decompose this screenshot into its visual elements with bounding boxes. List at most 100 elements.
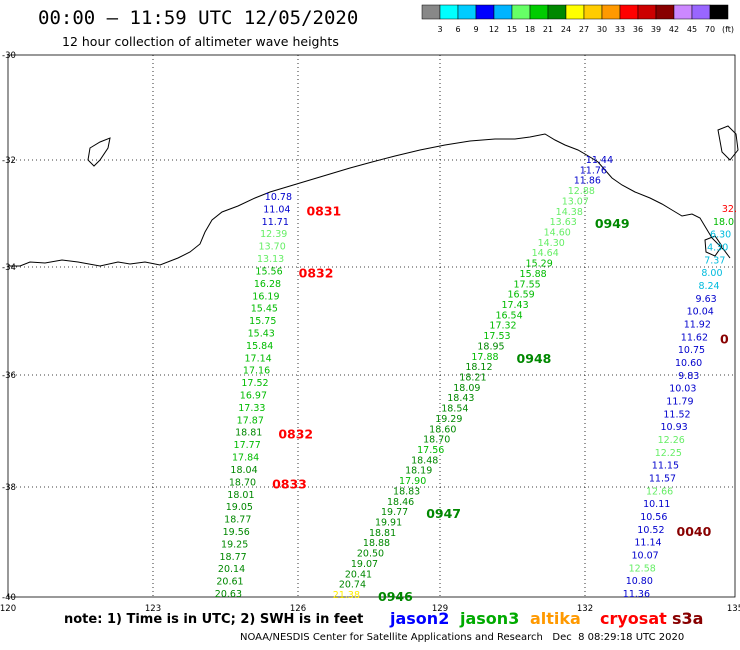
pass-time-label: 0948 bbox=[517, 351, 552, 366]
map-title: 00:00 – 11:59 UTC 12/05/2020 bbox=[38, 7, 359, 29]
wave-height-value: 18.70 bbox=[229, 477, 256, 488]
wave-height-value: 20.63 bbox=[215, 589, 242, 600]
colorbar-label: 18 bbox=[525, 25, 535, 34]
wave-height-value: 14.30 bbox=[538, 238, 565, 249]
wave-height-value: 10.11 bbox=[643, 499, 670, 510]
wave-height-value: 19.05 bbox=[226, 502, 253, 513]
wave-height-value: 15.75 bbox=[249, 316, 276, 327]
colorbar-swatch bbox=[529, 4, 549, 20]
wave-height-value: 11.92 bbox=[684, 320, 711, 331]
wave-height-value: 18.48 bbox=[411, 455, 438, 466]
wave-height-value: 13.70 bbox=[259, 242, 286, 253]
wave-height-value: 12.39 bbox=[260, 229, 287, 240]
wave-height-value: 16.97 bbox=[240, 391, 267, 402]
longitude-label: 132 bbox=[577, 604, 593, 614]
colorbar-label: (ft) bbox=[722, 25, 734, 34]
longitude-label: 129 bbox=[432, 604, 448, 614]
wave-height-value: 17.53 bbox=[483, 331, 510, 342]
pass-time-label: 0833 bbox=[272, 476, 307, 491]
wave-height-value: 12.26 bbox=[658, 435, 685, 446]
wave-height-value: 11.04 bbox=[263, 204, 290, 215]
wave-height-value: 12.25 bbox=[655, 448, 682, 459]
wave-height-value: 12.58 bbox=[629, 563, 656, 574]
note-text: note: 1) Time is in UTC; 2) SWH is in fe… bbox=[64, 612, 364, 627]
wave-height-value: 12.66 bbox=[646, 486, 673, 497]
colorbar-swatch bbox=[655, 4, 675, 20]
wave-height-value: 19.25 bbox=[221, 539, 248, 550]
longitude-label: 123 bbox=[145, 604, 161, 614]
wave-height-value: 17.55 bbox=[514, 279, 541, 290]
wave-height-value: 11.57 bbox=[649, 474, 676, 485]
legend-jason2: jason2 bbox=[390, 609, 450, 628]
wave-height-value: 19.91 bbox=[375, 518, 402, 529]
island-shape bbox=[87, 137, 111, 167]
wave-height-value: 10.93 bbox=[660, 422, 687, 433]
wave-height-value: 6.30 bbox=[710, 230, 731, 241]
wave-height-value: 8.00 bbox=[701, 268, 722, 279]
track-cryosat-southeast: 32. 18.0 6.30 4.307.37 8.00 8.24 9.63 10.04 11.9… bbox=[623, 204, 737, 600]
colorbar-label: 30 bbox=[597, 25, 607, 34]
wave-height-value: 15.56 bbox=[255, 266, 282, 277]
wave-height-value: 19.56 bbox=[223, 527, 250, 538]
colorbar-label: 45 bbox=[687, 25, 697, 34]
wave-height-value: 11.76 bbox=[580, 165, 607, 176]
wave-height-value: 15.29 bbox=[526, 259, 553, 270]
wave-height-value: 21.38 bbox=[333, 590, 360, 601]
legend-altika: altika bbox=[530, 609, 581, 628]
wave-height-value: 18.88 bbox=[363, 538, 390, 549]
colorbar-swatch bbox=[583, 4, 603, 20]
wave-height-value: 18.04 bbox=[230, 465, 257, 476]
wave-height-value: 16.59 bbox=[507, 290, 534, 301]
wave-height-value: 18.54 bbox=[441, 404, 468, 415]
wave-height-value: 15.45 bbox=[251, 304, 278, 315]
colorbar-label: 3 bbox=[437, 25, 442, 34]
wave-height-value: 10.75 bbox=[678, 345, 705, 356]
colorbar-label: 6 bbox=[455, 25, 460, 34]
latitude-label: -36 bbox=[2, 371, 16, 381]
wave-height-value: 8.24 bbox=[698, 281, 719, 292]
legend-cryosat: cryosat bbox=[600, 609, 667, 628]
wave-height-value: 9.63 bbox=[696, 294, 717, 305]
pass-time-label: 0946 bbox=[378, 589, 413, 604]
wave-height-value: 20.50 bbox=[357, 549, 384, 560]
colorbar-label: 24 bbox=[561, 25, 571, 34]
colorbar-label: 36 bbox=[633, 25, 643, 34]
legend-jason3: jason3 bbox=[460, 609, 520, 628]
wave-height-value: 18.77 bbox=[224, 515, 251, 526]
wave-height-value: 20.14 bbox=[218, 564, 245, 575]
wave-height-value: 10.78 bbox=[265, 192, 292, 203]
latitude-label: -38 bbox=[2, 483, 16, 493]
wave-height-value: 10.80 bbox=[626, 576, 653, 587]
colorbar-swatch bbox=[511, 4, 531, 20]
colorbar-swatch bbox=[673, 4, 693, 20]
island-shape bbox=[717, 125, 739, 161]
wave-height-value: 18.77 bbox=[219, 552, 246, 563]
wave-height-value: 19.29 bbox=[435, 414, 462, 425]
wave-height-value: 18.09 bbox=[453, 383, 480, 394]
wave-height-value: 14.38 bbox=[556, 207, 583, 218]
wave-height-value: 4.30 bbox=[707, 243, 728, 254]
colorbar-label: 15 bbox=[507, 25, 517, 34]
latitude-label: -40 bbox=[2, 593, 16, 603]
wave-height-value: 10.52 bbox=[637, 525, 664, 536]
colorbar-swatch bbox=[493, 4, 513, 20]
colorbar-swatch bbox=[619, 4, 639, 20]
wave-height-value: 13.07 bbox=[562, 196, 589, 207]
colorbar-swatch bbox=[637, 4, 657, 20]
wave-height-value: 18.70 bbox=[423, 435, 450, 446]
coastline bbox=[8, 133, 731, 267]
colorbar-swatch bbox=[565, 4, 585, 20]
wave-height-value: 32. bbox=[722, 204, 737, 215]
wave-height-value: 16.19 bbox=[252, 291, 279, 302]
colorbar-swatch bbox=[421, 4, 441, 20]
colorbar-label: 33 bbox=[615, 25, 625, 34]
wave-height-value: 11.86 bbox=[574, 176, 601, 187]
wave-height-value: 18.19 bbox=[405, 466, 432, 477]
wave-height-value: 11.62 bbox=[681, 332, 708, 343]
island-shape bbox=[704, 235, 723, 257]
wave-height-value: 18.83 bbox=[393, 486, 420, 497]
wave-height-value: 13.63 bbox=[550, 217, 577, 228]
wave-height-value: 18.43 bbox=[447, 393, 474, 404]
